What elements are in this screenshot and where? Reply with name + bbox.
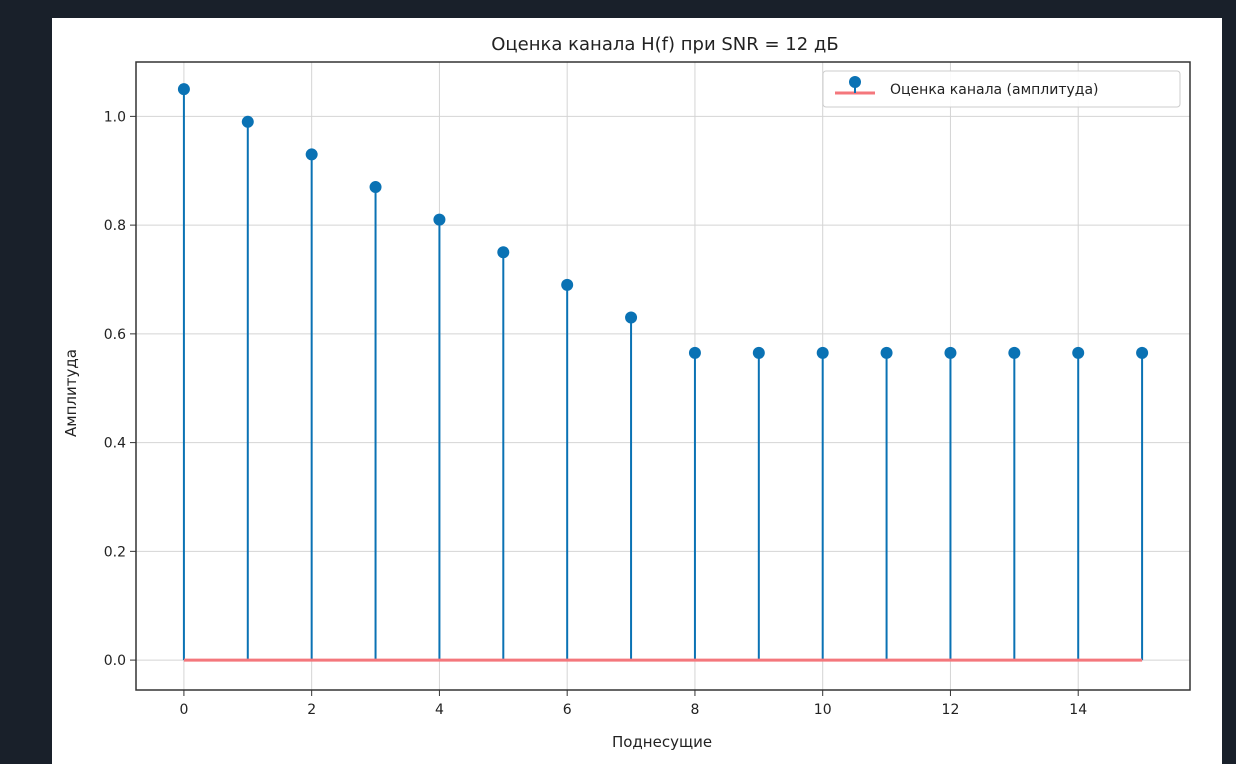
legend-label: Оценка канала (амплитуда) bbox=[890, 82, 1099, 98]
stem-marker bbox=[1008, 346, 1021, 359]
stem-marker bbox=[816, 346, 829, 359]
stem-marker bbox=[752, 346, 765, 359]
stem-marker bbox=[369, 181, 382, 194]
stem-chart: Оценка канала H(f) при SNR = 12 дБ 0 2 4 6 8… bbox=[62, 34, 1191, 751]
y-tick-label: 0.0 bbox=[104, 653, 126, 669]
chart-panel: Оценка канала H(f) при SNR = 12 дБ 0 2 4 6 8… bbox=[52, 18, 1222, 764]
legend-marker-swatch bbox=[849, 76, 861, 88]
x-tick-label: 14 bbox=[1069, 702, 1087, 718]
stem-marker bbox=[688, 346, 701, 359]
stem-marker bbox=[433, 213, 446, 226]
x-tick-label: 0 bbox=[179, 702, 188, 718]
stem-marker bbox=[944, 346, 957, 359]
x-tick-label: 2 bbox=[307, 702, 316, 718]
y-tick-label: 0.4 bbox=[104, 436, 126, 452]
grid-layer bbox=[136, 62, 1190, 690]
stem-marker bbox=[880, 346, 893, 359]
stem-marker bbox=[1136, 346, 1149, 359]
stem-marker bbox=[497, 246, 510, 259]
stem-layer bbox=[182, 89, 1144, 661]
y-tick-label: 0.8 bbox=[104, 218, 126, 234]
x-axis-label: Поднесущие bbox=[612, 733, 712, 751]
legend: Оценка канала (амплитуда) bbox=[822, 70, 1181, 108]
stem-marker bbox=[1072, 346, 1085, 359]
x-tick-label: 6 bbox=[563, 702, 572, 718]
x-tick-label: 8 bbox=[690, 702, 699, 718]
y-tick-layer: 0.0 0.2 0.4 0.6 0.8 1.0 bbox=[104, 109, 136, 669]
y-axis-label: Амплитуда bbox=[62, 349, 80, 437]
chart-title: Оценка канала H(f) при SNR = 12 дБ bbox=[491, 34, 838, 55]
y-tick-label: 0.2 bbox=[104, 544, 126, 560]
x-tick-label: 12 bbox=[942, 702, 960, 718]
y-tick-label: 0.6 bbox=[104, 327, 126, 343]
x-tick-layer: 0 2 4 6 8 10 12 14 bbox=[179, 690, 1087, 718]
marker-layer bbox=[177, 83, 1149, 359]
legend-box bbox=[822, 70, 1181, 108]
x-tick-label: 10 bbox=[814, 702, 832, 718]
y-tick-label: 1.0 bbox=[104, 109, 126, 125]
stem-marker bbox=[241, 115, 254, 128]
stem-marker bbox=[625, 311, 638, 324]
stem-marker bbox=[177, 83, 190, 96]
x-tick-label: 4 bbox=[435, 702, 444, 718]
stem-marker bbox=[561, 278, 574, 291]
plot-frame bbox=[135, 61, 1191, 691]
stem-marker bbox=[305, 148, 318, 161]
